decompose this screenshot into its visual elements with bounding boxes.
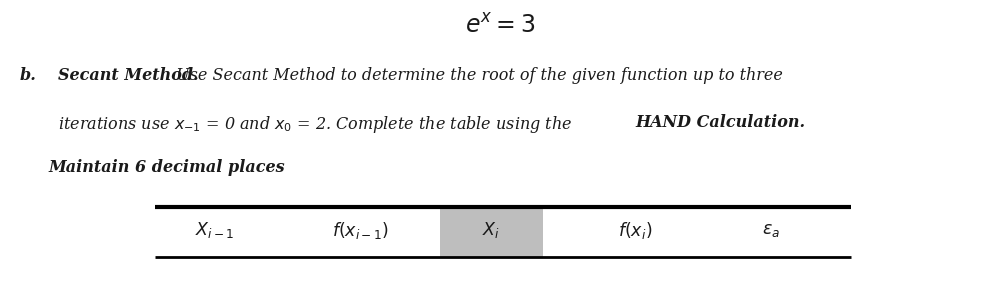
Text: Maintain 6 decimal places: Maintain 6 decimal places [48,159,284,176]
Text: Use Secant Method to determine the root of the given function up to three: Use Secant Method to determine the root … [171,67,783,84]
Text: $X_i$: $X_i$ [481,220,499,241]
Text: iterations use $x_{-1}$ = 0 and $x_0$ = 2. Complete the table using the: iterations use $x_{-1}$ = 0 and $x_0$ = … [58,114,573,135]
Text: HAND Calculation.: HAND Calculation. [636,114,806,131]
Text: Secant Method.: Secant Method. [58,67,199,84]
Bar [440,207,543,257]
Text: b.: b. [20,67,37,84]
Text: $X_{i-1}$: $X_{i-1}$ [195,220,235,241]
Text: $f(x_i)$: $f(x_i)$ [619,220,653,241]
Text: $e^x = 3$: $e^x = 3$ [465,14,536,38]
Text: $f(x_{i-1})$: $f(x_{i-1})$ [332,220,388,241]
Text: $\varepsilon_a$: $\varepsilon_a$ [762,222,780,239]
